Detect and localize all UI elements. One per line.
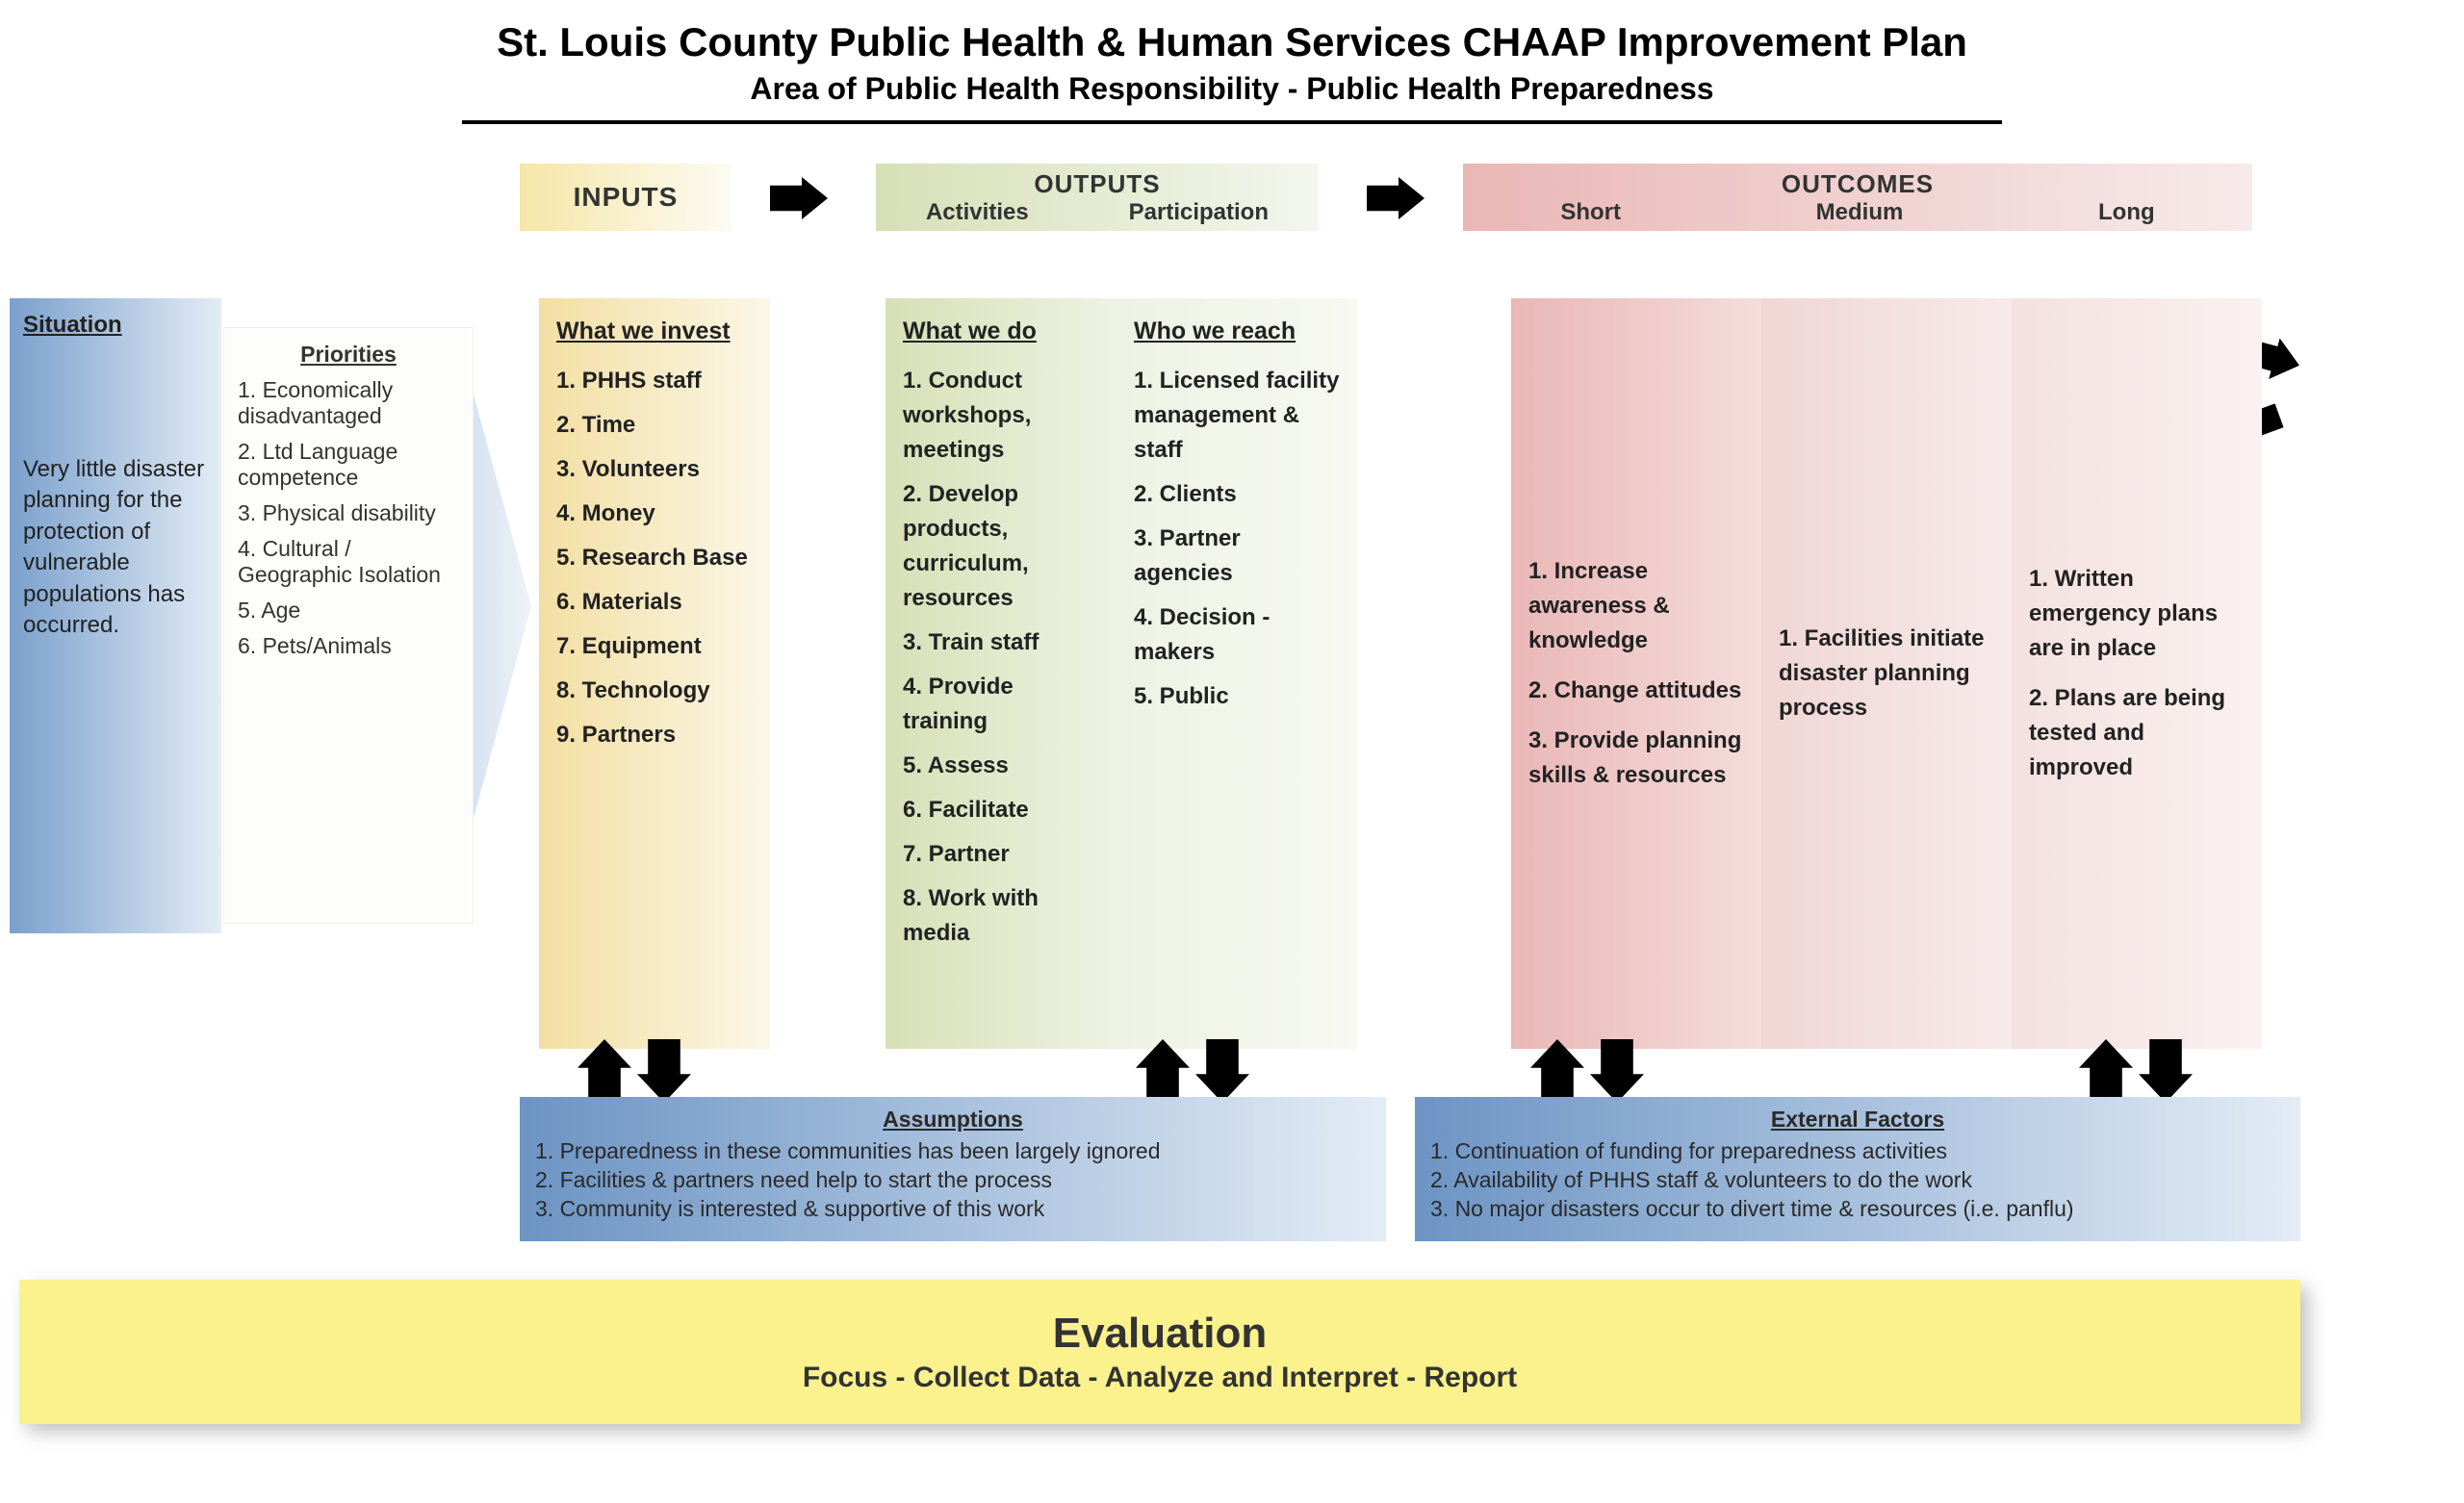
header-outputs-label: OUTPUTS bbox=[1034, 169, 1160, 199]
triangle-arrow-icon bbox=[474, 395, 531, 818]
long-column: 1. Written emergency plans are in place 2… bbox=[2012, 298, 2262, 1049]
list-item: 5. Research Base bbox=[556, 541, 753, 575]
inputs-list: 1. PHHS staff 2. Time 3. Volunteers 4. Mone… bbox=[556, 364, 753, 752]
subtitle: Area of Public Health Responsibility - P… bbox=[0, 71, 2464, 107]
evaluation-subtitle: Focus - Collect Data - Analyze and Inter… bbox=[803, 1362, 1517, 1394]
header-activities-label: Activities bbox=[926, 199, 1029, 226]
header-short-label: Short bbox=[1560, 199, 1621, 226]
list-item: 5. Assess bbox=[903, 749, 1099, 783]
participation-col-title: Who we reach bbox=[1134, 314, 1340, 350]
inputs-column: What we invest 1. PHHS staff 2. Time 3. Vo… bbox=[539, 298, 770, 1049]
priorities-title: Priorities bbox=[238, 342, 459, 368]
header-inputs-label: INPUTS bbox=[574, 182, 679, 213]
list-item: 2. Facilities & partners need help to st… bbox=[535, 1167, 1371, 1193]
list-item: 4. Decision - makers bbox=[1134, 600, 1340, 670]
priorities-list: 1. Economically disadvantaged 2. Ltd Lang… bbox=[238, 377, 459, 659]
activities-column: What we do 1. Conduct workshops, meeting… bbox=[886, 298, 1116, 1049]
title-block: St. Louis County Public Health & Human S… bbox=[0, 0, 2464, 124]
assumptions-box: Assumptions 1. Preparedness in these com… bbox=[520, 1097, 1386, 1241]
list-item: 2. Develop products, curriculum, resourc… bbox=[903, 477, 1099, 616]
list-item: 7. Partner bbox=[903, 837, 1099, 872]
list-item: 1. Preparedness in these communities has… bbox=[535, 1138, 1371, 1164]
list-item: 6. Facilitate bbox=[903, 793, 1099, 828]
list-item: 8. Technology bbox=[556, 674, 753, 708]
list-item: 5. Age bbox=[238, 598, 459, 624]
external-factors-box: External Factors 1. Continuation of fund… bbox=[1415, 1097, 2300, 1241]
participation-list: 1. Licensed facility management & staff 2… bbox=[1134, 364, 1340, 714]
list-item: 6. Pets/Animals bbox=[238, 633, 459, 659]
list-item: 2. Time bbox=[556, 408, 753, 443]
list-item: 1. Facilities initiate disaster planning… bbox=[1779, 622, 1994, 726]
title-rule bbox=[462, 120, 2002, 124]
list-item: 4. Provide training bbox=[903, 670, 1099, 739]
external-list: 1. Continuation of funding for preparedn… bbox=[1430, 1138, 2285, 1222]
list-item: 6. Materials bbox=[556, 585, 753, 620]
list-item: 7. Equipment bbox=[556, 629, 753, 664]
activities-list: 1. Conduct workshops, meetings2. Develop… bbox=[903, 364, 1099, 951]
arrow-right-icon bbox=[1367, 177, 1424, 219]
list-item: 5. Public bbox=[1134, 679, 1340, 714]
arrow-right-icon bbox=[770, 177, 828, 219]
list-item: 3. No major disasters occur to divert ti… bbox=[1430, 1196, 2285, 1222]
list-item: 4. Money bbox=[556, 497, 753, 531]
short-column: 1. Increase awareness & knowledge 2. Chan… bbox=[1511, 298, 1761, 1049]
medium-list: 1. Facilities initiate disaster planning… bbox=[1779, 606, 1994, 741]
list-item: 3. Train staff bbox=[903, 625, 1099, 660]
header-participation-label: Participation bbox=[1129, 199, 1269, 226]
assumptions-title: Assumptions bbox=[535, 1107, 1371, 1133]
list-item: 1. PHHS staff bbox=[556, 364, 753, 398]
header-inputs: INPUTS bbox=[520, 164, 732, 231]
list-item: 1. Conduct workshops, meetings bbox=[903, 364, 1099, 468]
header-long-label: Long bbox=[2098, 199, 2155, 226]
short-list: 1. Increase awareness & knowledge 2. Chan… bbox=[1528, 539, 1744, 808]
assumptions-list: 1. Preparedness in these communities has… bbox=[535, 1138, 1371, 1222]
header-outputs: OUTPUTS Activities Participation bbox=[876, 164, 1319, 231]
list-item: 1. Continuation of funding for preparedn… bbox=[1430, 1138, 2285, 1164]
list-item: 1. Economically disadvantaged bbox=[238, 377, 459, 429]
main-title: St. Louis County Public Health & Human S… bbox=[0, 19, 2464, 65]
inputs-col-title: What we invest bbox=[556, 314, 753, 350]
list-item: 3. Physical disability bbox=[238, 500, 459, 526]
medium-column: 1. Facilities initiate disaster planning… bbox=[1761, 298, 2012, 1049]
header-row: INPUTS OUTPUTS Activities Participation … bbox=[0, 164, 2464, 241]
list-item: 4. Cultural / Geographic Isolation bbox=[238, 536, 459, 588]
participation-column: Who we reach 1. Licensed facility manage… bbox=[1116, 298, 1357, 1049]
priorities-box: Priorities 1. Economically disadvantaged… bbox=[223, 327, 474, 924]
list-item: 1. Written emergency plans are in place bbox=[2029, 562, 2245, 666]
list-item: 3. Provide planning skills & resources bbox=[1528, 724, 1744, 793]
list-item: 3. Partner agencies bbox=[1134, 522, 1340, 591]
list-item: 2. Ltd Language competence bbox=[238, 439, 459, 491]
list-item: 9. Partners bbox=[556, 718, 753, 752]
header-medium-label: Medium bbox=[1816, 199, 1904, 226]
evaluation-title: Evaluation bbox=[1053, 1310, 1268, 1358]
list-item: 3. Volunteers bbox=[556, 452, 753, 487]
list-item: 2. Change attitudes bbox=[1528, 674, 1744, 708]
list-item: 1. Increase awareness & knowledge bbox=[1528, 554, 1744, 658]
evaluation-box: Evaluation Focus - Collect Data - Analyz… bbox=[19, 1280, 2300, 1424]
list-item: 8. Work with media bbox=[903, 881, 1099, 951]
list-item: 1. Licensed facility management & staff bbox=[1134, 364, 1340, 468]
situation-title: Situation bbox=[23, 312, 208, 339]
activities-col-title: What we do bbox=[903, 314, 1099, 350]
situation-text: Very little disaster planning for the pr… bbox=[23, 454, 208, 641]
list-item: 2. Clients bbox=[1134, 477, 1340, 512]
long-list: 1. Written emergency plans are in place 2… bbox=[2029, 547, 2245, 801]
list-item: 2. Availability of PHHS staff & voluntee… bbox=[1430, 1167, 2285, 1193]
header-outcomes-label: OUTCOMES bbox=[1782, 169, 1934, 199]
list-item: 3. Community is interested & supportive … bbox=[535, 1196, 1371, 1222]
external-title: External Factors bbox=[1430, 1107, 2285, 1133]
body-stage: Situation Very little disaster planning … bbox=[0, 298, 2464, 1087]
situation-box: Situation Very little disaster planning … bbox=[10, 298, 221, 933]
list-item: 2. Plans are being tested and improved bbox=[2029, 681, 2245, 785]
header-outcomes: OUTCOMES Short Medium Long bbox=[1463, 164, 2252, 231]
